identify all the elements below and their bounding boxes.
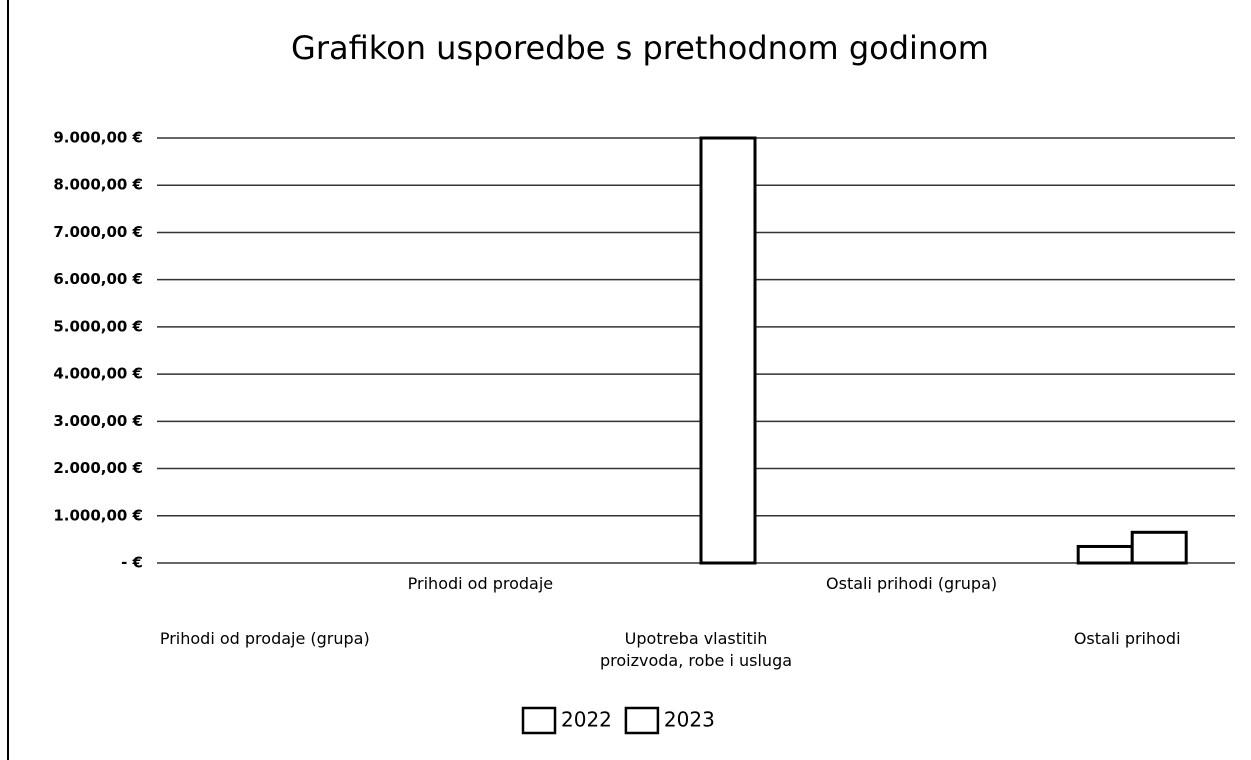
chart-title: Grafikon usporedbe s prethodnom godinom <box>291 29 989 67</box>
x-tick-label: Prihodi od prodaje <box>407 574 554 593</box>
legend-label: 2023 <box>664 708 715 732</box>
y-tick-label: 2.000,00 € <box>53 459 143 477</box>
legend-swatch <box>521 706 557 735</box>
legend-label: 2022 <box>561 708 612 732</box>
bar <box>1130 530 1188 565</box>
bar <box>699 136 757 565</box>
x-tick-label: Upotreba vlastitih proizvoda, robe i usl… <box>599 629 793 670</box>
y-tick-label: 4.000,00 € <box>53 365 143 383</box>
legend-swatch <box>624 706 660 735</box>
x-tick-label: Ostali prihodi <box>1073 629 1181 648</box>
y-tick-label: 5.000,00 € <box>53 317 143 335</box>
y-tick-label: - € <box>121 554 143 572</box>
bar <box>1076 544 1134 565</box>
x-tick-label: Ostali prihodi (grupa) <box>826 574 998 593</box>
x-tick-label: Prihodi od prodaje (grupa) <box>159 629 370 648</box>
y-tick-label: 9.000,00 € <box>53 129 143 147</box>
y-tick-label: 3.000,00 € <box>53 412 143 430</box>
y-tick-label: 8.000,00 € <box>53 176 143 194</box>
y-tick-label: 7.000,00 € <box>53 223 143 241</box>
y-tick-label: 1.000,00 € <box>53 506 143 524</box>
y-tick-label: 6.000,00 € <box>53 270 143 288</box>
